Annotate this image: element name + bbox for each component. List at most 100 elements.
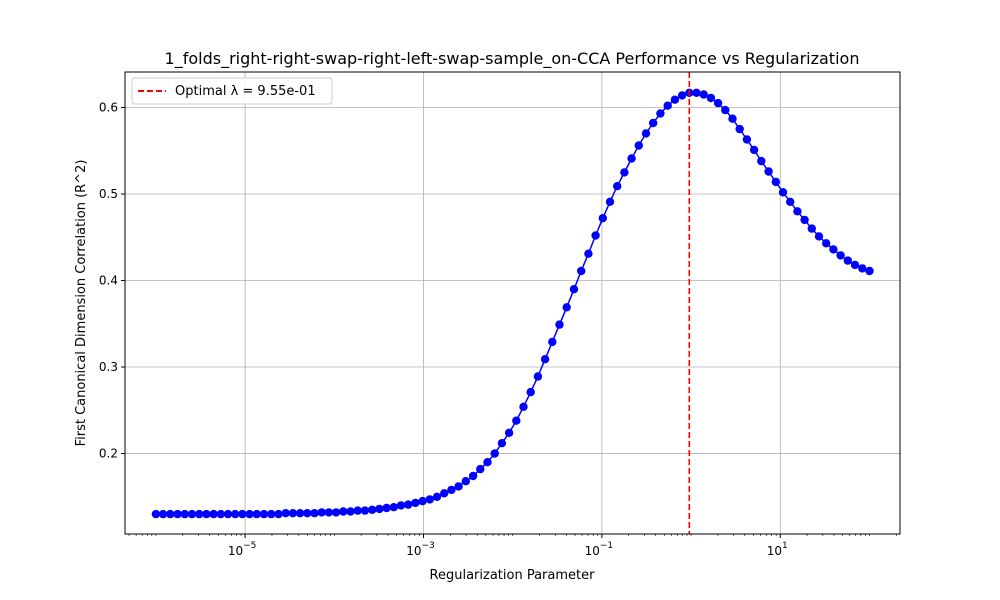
x-tick-label: 10−1 — [585, 541, 614, 558]
data-point — [721, 105, 730, 115]
data-point — [778, 188, 788, 197]
data-point — [728, 114, 737, 123]
data-point — [555, 320, 564, 329]
data-point — [591, 231, 600, 240]
data-point — [663, 101, 672, 110]
data-point — [526, 387, 535, 397]
data-point — [807, 224, 816, 233]
data-point — [368, 505, 377, 514]
data-point — [432, 492, 442, 501]
data-point — [382, 503, 391, 513]
data-point — [641, 129, 651, 138]
data-point — [699, 90, 708, 99]
data-point — [310, 509, 319, 518]
data-point — [476, 464, 485, 474]
data-point — [540, 355, 550, 364]
legend-box — [131, 77, 333, 105]
data-point — [295, 509, 305, 518]
y-tick-label: 0.5 — [99, 187, 118, 201]
data-point — [504, 428, 514, 437]
data-point — [288, 509, 298, 518]
data-point — [245, 509, 254, 519]
data-point — [274, 509, 283, 519]
data-point — [404, 500, 413, 509]
data-point — [620, 168, 629, 177]
data-point — [331, 508, 341, 517]
data-point — [418, 496, 427, 506]
data-point — [396, 501, 406, 510]
y-tick-label: 0.3 — [99, 360, 118, 374]
data-point — [216, 509, 225, 519]
data-point — [483, 458, 492, 467]
data-point — [440, 489, 449, 498]
data-point — [303, 509, 312, 518]
data-point — [195, 509, 204, 519]
data-point — [324, 508, 334, 517]
data-point — [613, 182, 622, 191]
data-point — [173, 509, 182, 519]
data-point — [822, 239, 831, 248]
data-point — [713, 98, 723, 108]
data-point — [166, 509, 175, 519]
data-point — [375, 504, 384, 514]
data-point — [252, 509, 261, 519]
data-point — [238, 509, 247, 519]
data-point — [231, 509, 240, 519]
x-tick-label: 10−5 — [228, 541, 257, 558]
data-point — [577, 266, 586, 276]
y-tick-label: 0.2 — [99, 447, 118, 461]
data-point — [512, 416, 521, 425]
data-point — [389, 503, 398, 512]
x-axis-label: Regularization Parameter — [430, 568, 596, 583]
data-point — [447, 485, 456, 495]
data-point — [865, 266, 874, 276]
data-point — [656, 109, 665, 118]
data-point — [735, 124, 744, 134]
data-point — [757, 156, 766, 166]
x-tick-label: 10−3 — [406, 541, 435, 558]
data-point — [858, 264, 867, 273]
data-point — [742, 135, 752, 144]
data-point — [223, 509, 233, 519]
axes-frame — [124, 71, 901, 535]
plot-area — [151, 72, 874, 534]
data-point — [187, 509, 197, 519]
data-point — [353, 506, 362, 515]
data-point — [425, 495, 434, 504]
data-point — [151, 509, 161, 519]
x-axis: 10−5 10−3 10−1 101 — [128, 534, 897, 558]
data-point — [814, 232, 824, 241]
series-line — [155, 92, 870, 515]
data-point — [562, 303, 571, 312]
data-point — [548, 337, 557, 347]
data-point — [670, 95, 680, 104]
data-point — [468, 471, 478, 481]
data-point — [209, 509, 218, 519]
data-point — [360, 506, 370, 515]
data-point — [749, 145, 759, 155]
data-point — [605, 197, 615, 206]
data-point — [634, 141, 643, 150]
chart-title: 1_folds_right-right-swap-right-left-swap… — [165, 49, 860, 69]
data-point — [490, 449, 499, 458]
data-point — [706, 93, 716, 103]
grid — [125, 72, 900, 534]
data-point — [202, 509, 211, 519]
data-point — [836, 251, 845, 260]
data-point — [339, 507, 348, 516]
legend: Optimal λ = 9.55e-01 — [131, 77, 333, 105]
data-point — [267, 509, 276, 519]
data-point — [180, 509, 189, 519]
data-point — [843, 256, 852, 265]
data-point — [627, 154, 636, 163]
x-tick-label: 101 — [767, 541, 788, 558]
data-point — [786, 197, 795, 206]
y-axis-label: First Canonical Dimension Correlation (R… — [74, 160, 89, 447]
data-point — [829, 245, 838, 254]
data-point — [649, 118, 658, 128]
data-point — [584, 249, 593, 258]
data-point — [259, 509, 269, 519]
data-point — [454, 482, 463, 491]
data-point — [677, 91, 687, 100]
